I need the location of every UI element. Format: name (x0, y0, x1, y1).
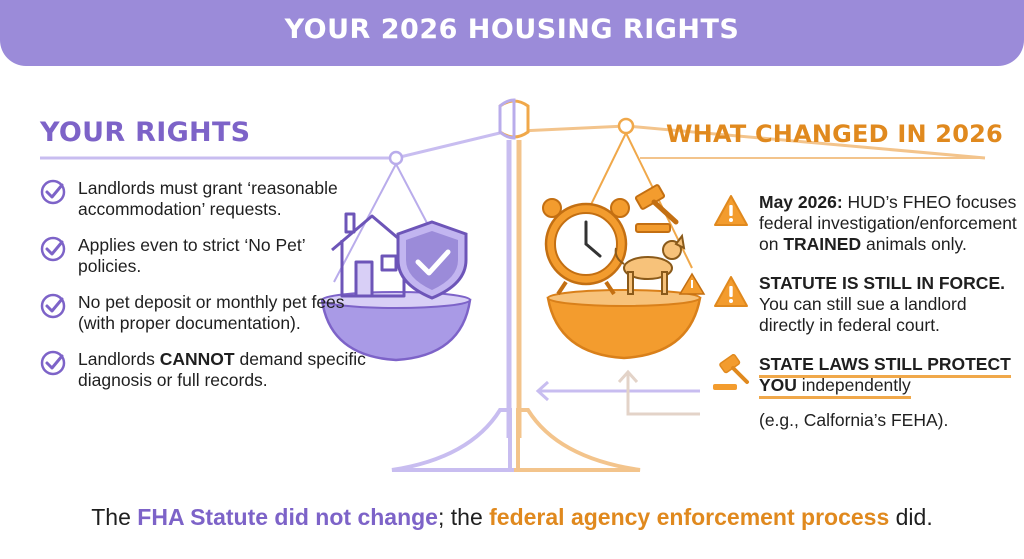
footer-summary: The FHA Statute did not change; the fede… (0, 504, 1024, 531)
changes-list: May 2026: HUD’s FHEO focuses federal inv… (713, 192, 1018, 431)
right-text: Applies even to strict ‘No Pet’ policies… (78, 235, 305, 276)
check-circle-icon (40, 236, 66, 262)
gavel-icon (634, 184, 679, 233)
change-strong: STATUTE IS STILL IN FORCE. (759, 273, 1005, 293)
page-title: YOUR 2026 HOUSING RIGHTS (284, 14, 740, 45)
warning-icon (714, 276, 748, 307)
change-text: HUD’s FHEO focuses federal investigation… (759, 192, 1017, 254)
warning-icon (714, 195, 748, 226)
right-text-strong: CANNOT (159, 349, 235, 369)
alarm-clock-icon (542, 198, 630, 296)
right-text: Landlords must grant ‘reasonable accommo… (78, 178, 338, 219)
list-item: Applies even to strict ‘No Pet’ policies… (40, 235, 370, 277)
list-item: STATUTE IS STILL IN FORCE. You can still … (713, 273, 1018, 336)
change-text: You can still sue a landlord directly in… (759, 294, 967, 335)
list-item: Landlords CANNOT demand specific diagnos… (40, 349, 370, 391)
house-icon (331, 212, 413, 298)
connector-arrows (535, 369, 700, 416)
your-rights-heading: YOUR RIGHTS (40, 117, 251, 148)
change-text-2: animals only. (861, 234, 967, 254)
footer-text: The (91, 504, 138, 530)
footer-highlight-statute: FHA Statute did not change (137, 504, 438, 530)
check-circle-icon (40, 293, 66, 319)
warning-icon (678, 272, 706, 295)
list-item: No pet deposit or monthly pet fees (with… (40, 292, 370, 334)
change-strong: STATE LAWS STILL PROTECT YOU (759, 354, 1011, 395)
change-text: independently (796, 375, 911, 395)
right-text-after: demand specific diagnosis or full record… (78, 349, 366, 390)
right-pan (542, 184, 706, 360)
state-laws-line: STATE LAWS STILL PROTECT YOU independent… (759, 354, 1011, 399)
footer-highlight-agency: federal agency enforcement process (489, 504, 890, 530)
title-banner: YOUR 2026 HOUSING RIGHTS (0, 0, 1024, 66)
change-strong-2: TRAINED (783, 234, 862, 254)
change-strong: May 2026: (759, 192, 843, 212)
list-item: STATE LAWS STILL PROTECT YOU independent… (713, 354, 1018, 431)
change-note: (e.g., Calfornia’s FEHA). (759, 410, 949, 430)
what-changed-heading: WHAT CHANGED IN 2026 (666, 120, 1003, 148)
shield-check-icon (396, 220, 468, 300)
check-circle-icon (40, 179, 66, 205)
list-item: Landlords must grant ‘reasonable accommo… (40, 178, 370, 220)
left-pan (320, 212, 472, 362)
right-text: No pet deposit or monthly pet fees (with… (78, 292, 345, 333)
rights-list: Landlords must grant ‘reasonable accommo… (40, 178, 370, 406)
footer-text: did. (889, 504, 933, 530)
check-circle-icon (40, 350, 66, 376)
dog-icon (614, 233, 686, 295)
right-text-before: Landlords (78, 349, 160, 369)
list-item: May 2026: HUD’s FHEO focuses federal inv… (713, 192, 1018, 255)
gavel-icon (713, 354, 749, 390)
footer-text: ; the (437, 504, 490, 530)
